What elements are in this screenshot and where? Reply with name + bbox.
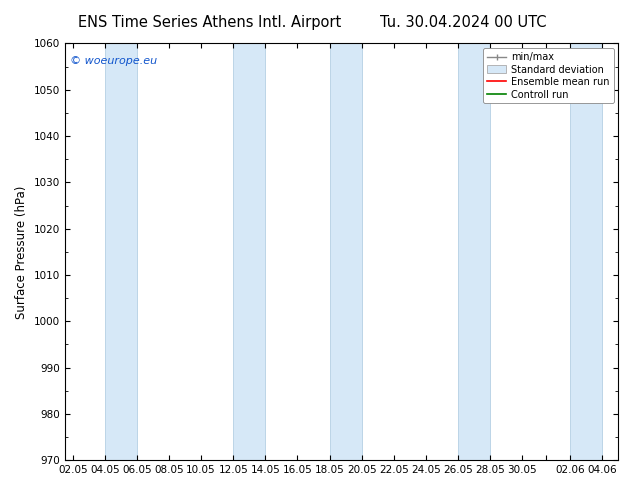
Bar [570,44,602,460]
Legend: min/max, Standard deviation, Ensemble mean run, Controll run: min/max, Standard deviation, Ensemble me… [483,49,614,103]
Text: Tu. 30.04.2024 00 UTC: Tu. 30.04.2024 00 UTC [380,15,546,30]
Y-axis label: Surface Pressure (hPa): Surface Pressure (hPa) [15,185,28,318]
Text: ENS Time Series Athens Intl. Airport: ENS Time Series Athens Intl. Airport [77,15,341,30]
Bar [105,44,137,460]
Text: © woeurope.eu: © woeurope.eu [70,56,157,66]
Bar [458,44,490,460]
Bar [330,44,361,460]
Bar [233,44,265,460]
